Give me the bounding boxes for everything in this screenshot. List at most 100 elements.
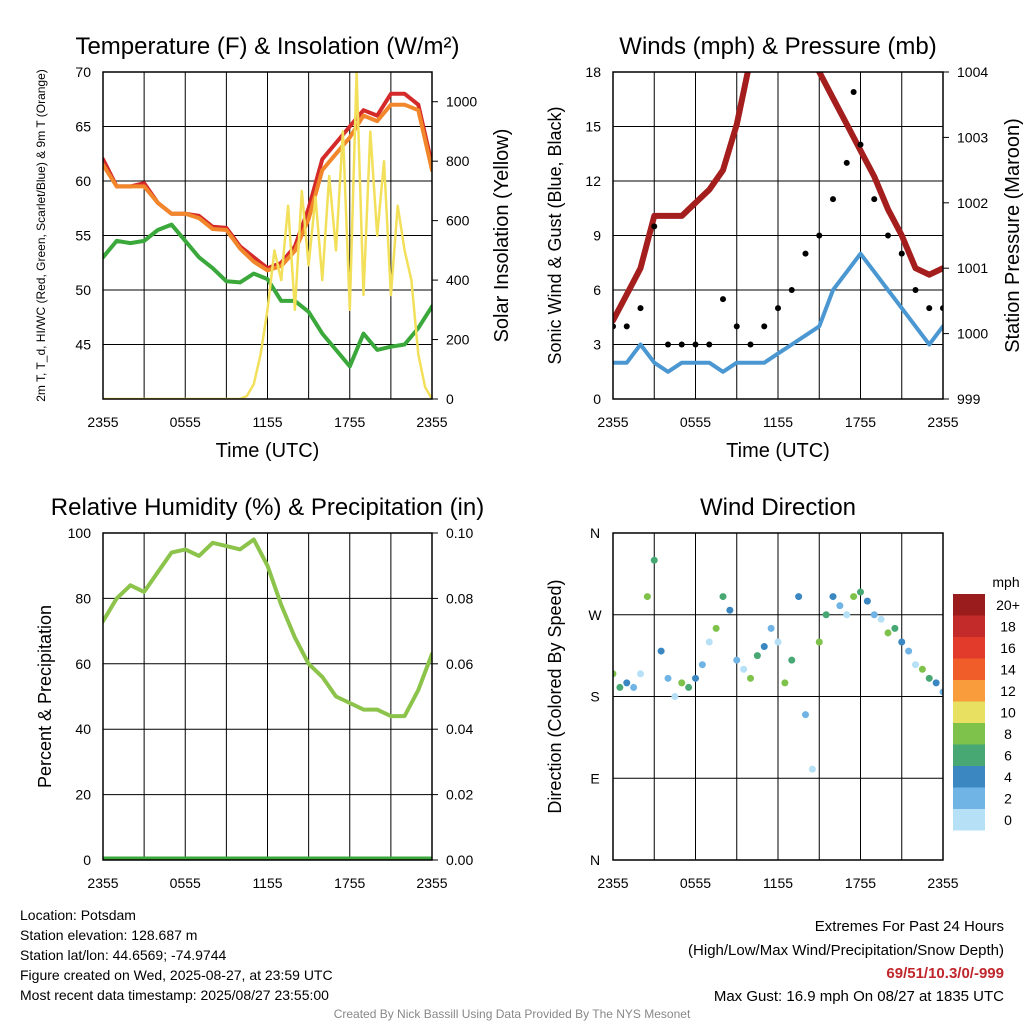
y-tick-label: 70 [75,64,91,80]
gust-point [706,341,713,348]
direction-point [685,683,693,691]
gust-point [637,305,644,312]
gust-point [747,341,754,348]
x-tick-label: 2355 [597,875,628,891]
gust-point [871,196,878,203]
direction-point [705,638,713,646]
y-tick-label: 18 [585,64,601,80]
extremes-subtitle: (High/Low/Max Wind/Precipitation/Snow De… [688,942,1004,959]
direction-point [650,556,658,564]
direction-point [678,679,686,687]
direction-point [925,674,933,682]
y2-tick-label: 1004 [957,64,988,80]
colorbar-swatch [953,809,985,831]
y-tick-label: 55 [75,228,91,244]
direction-point [623,679,631,687]
y2-tick-label: 1001 [957,260,988,276]
direction-point [698,661,706,669]
gust-point [651,223,658,230]
plot-frame [102,532,433,861]
x-tick-label: 1155 [252,875,282,891]
x-tick-label: 2355 [87,414,118,430]
y2-tick-label: 0.04 [446,721,473,737]
direction-point [857,588,864,596]
x-tick-label: 1755 [845,414,876,430]
x-tick-label: 2355 [87,875,118,891]
direction-point [692,674,699,682]
direction-point [898,638,906,646]
x-axis-label: Time (UTC) [726,440,830,462]
gust-point [678,341,685,348]
plot-frame [612,532,944,861]
gust-point [665,341,671,348]
colorbar-swatch [953,594,985,616]
gust-point [692,341,699,348]
x-tick-label: 1755 [845,875,876,891]
gust-point [843,159,850,166]
colorbar-label: 6 [1004,748,1012,764]
direction-point [822,611,830,619]
colorbar-swatch [953,680,985,702]
x-tick-label: 2355 [927,414,958,430]
direction-point [891,624,899,632]
direction-point [712,624,720,632]
y-tick-label: 20 [75,787,91,803]
gust-point [885,232,891,239]
series-line [103,222,432,369]
gust-point [761,323,768,330]
x-tick-label: 2355 [416,875,447,891]
y-tick-label: 60 [75,173,91,189]
y-tick-label: 100 [68,525,92,541]
direction-point [613,670,617,678]
direction-point [877,615,885,623]
colorbar-swatch [953,637,985,659]
y2-tick-label: 0.08 [446,590,473,606]
series-group [103,537,432,860]
y2-axis-label: Station Pressure (Maroon) [1002,118,1024,353]
y2-tick-label: 0.06 [446,656,473,672]
series-group [613,72,943,374]
colorbar-label: 10 [1000,705,1016,721]
series-group [613,556,943,773]
y-tick-label: 0 [83,852,91,868]
y2-tick-label: 1000 [446,94,477,110]
gust-point [857,141,864,148]
colorbar-unit: mph [992,574,1019,590]
y-tick-label: 3 [593,337,601,353]
direction-point [850,593,858,601]
chart-title-3: Wind Direction [700,494,856,521]
direction-point [912,661,919,669]
direction-point [733,656,741,664]
y2-tick-label: 400 [446,272,470,288]
colorbar-label: 18 [1000,619,1016,635]
gust-point [898,250,905,257]
x-tick-label: 1755 [334,875,365,891]
series-line [613,72,943,324]
y-axis-label: Percent & Precipitation [35,605,55,788]
y-axis-label: Sonic Wind & Gust (Blue, Black) [545,106,565,364]
y-tick-label: 45 [75,337,91,353]
colorbar-label: 2 [1004,791,1012,807]
latlon-text: Station lat/lon: 44.6569; -74.9744 [20,947,227,963]
direction-point [939,688,943,696]
y2-tick-label: 0.00 [446,852,473,868]
direction-point [664,674,672,682]
direction-point [753,652,761,660]
colorbar-swatch [953,701,985,723]
direction-point [740,665,748,673]
colorbar-label: 14 [1000,662,1016,678]
y-axis-label: 2m T, T_d, HI/WC (Red, Green, Scarlet/Bl… [34,69,48,402]
direction-point [815,638,823,646]
x-tick-label: 2355 [597,414,628,430]
colorbar-label: 20+ [996,597,1020,613]
y2-tick-label: 1000 [957,326,988,342]
series-line [103,72,432,399]
direction-point [726,606,734,614]
location-text: Location: Potsdam [20,907,136,923]
extremes-title: Extremes For Past 24 Hours [814,918,1004,935]
y-tick-label: 15 [585,119,601,135]
y-axis-label: Direction (Colored By Speed) [545,579,565,813]
y2-tick-label: 0.10 [446,525,473,541]
direction-point [767,624,775,632]
x-tick-label: 0555 [170,875,201,891]
